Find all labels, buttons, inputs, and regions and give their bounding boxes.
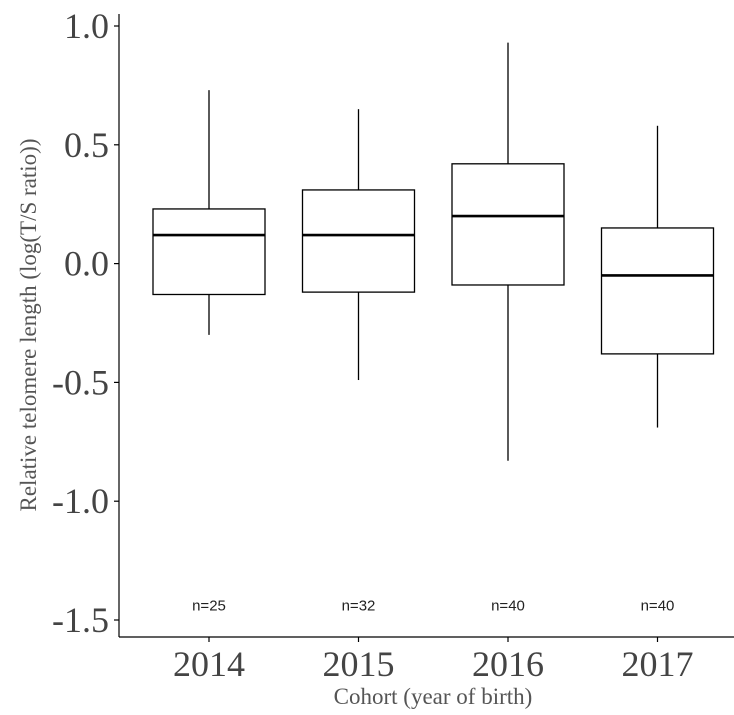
boxes (152, 42, 715, 461)
box-2017 (600, 125, 715, 428)
y-tick-label: -1.5 (52, 600, 109, 640)
x-axis-title: Cohort (year of birth) (334, 684, 533, 709)
sample-size-labels: n=25 n=32 n=40 n=40 (192, 598, 674, 615)
y-tick-label: -1.0 (52, 481, 109, 521)
y-axis: 1.0 0.5 0.0 -0.5 -1.0 -1.5 (52, 6, 120, 640)
x-tick-label: 2015 (323, 644, 395, 684)
interquartile-box (301, 189, 416, 293)
interquartile-box (152, 208, 266, 296)
interquartile-box (600, 227, 715, 355)
x-axis: 2014 2015 2016 2017 (119, 636, 734, 684)
box-2016 (451, 42, 565, 461)
interquartile-box (451, 163, 565, 286)
y-tick-label: 0.5 (64, 125, 109, 165)
sample-size-label: n=32 (342, 598, 376, 615)
x-tick-label: 2017 (622, 644, 694, 684)
box-2015 (301, 109, 416, 381)
x-tick-label: 2016 (472, 644, 544, 684)
box-2014 (152, 90, 266, 335)
y-tick-label: -0.5 (52, 362, 109, 402)
y-tick-label: 1.0 (64, 6, 109, 46)
sample-size-label: n=40 (641, 598, 675, 615)
sample-size-label: n=25 (192, 598, 226, 615)
x-tick-label: 2014 (173, 644, 245, 684)
y-tick-label: 0.0 (64, 244, 109, 284)
y-axis-title: Relative telomere length (log(T/S ratio)… (16, 139, 41, 512)
sample-size-label: n=40 (491, 598, 525, 615)
